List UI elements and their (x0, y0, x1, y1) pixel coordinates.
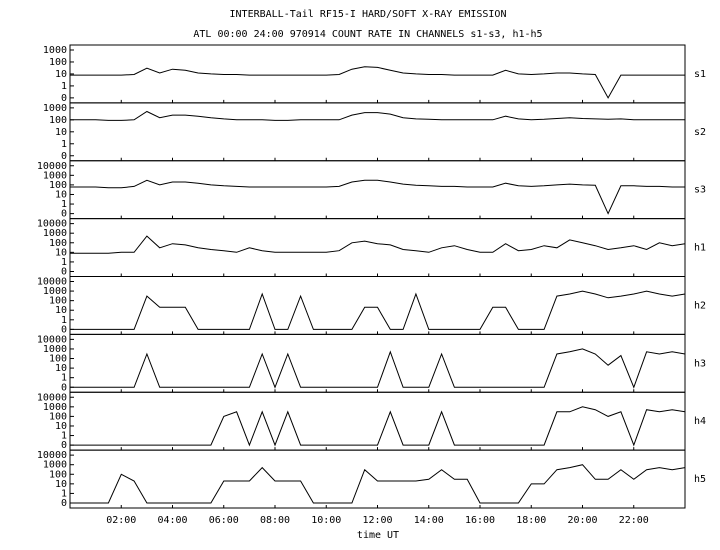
y-tick-label: 1000 (43, 45, 67, 56)
y-tick-label: 0 (61, 498, 67, 509)
x-tick-label: 16:00 (465, 515, 495, 526)
series-line (70, 179, 685, 215)
y-tick-label: 0 (61, 382, 67, 393)
y-tick-label: 10 (55, 363, 67, 374)
series-line (70, 235, 686, 254)
y-tick-label: 10000 (37, 277, 67, 288)
y-tick-label: 1 (61, 373, 67, 384)
y-tick-label: 10 (55, 421, 67, 432)
x-tick-label: 08:00 (260, 515, 290, 526)
y-tick-label: 1000 (43, 460, 67, 471)
y-tick-label: 10000 (37, 161, 67, 172)
y-tick-label: 100 (49, 296, 67, 307)
y-tick-label: 1000 (43, 402, 67, 413)
series-name: h1 (694, 243, 706, 254)
y-tick-label: 0 (61, 440, 67, 451)
series-line (70, 110, 685, 121)
chart-title: INTERBALL-Tail RF15-I HARD/SOFT X-RAY EM… (230, 9, 507, 20)
y-tick-label: 1000 (43, 286, 67, 297)
series-name: s1 (694, 69, 706, 80)
y-tick-label: 1 (61, 431, 67, 442)
y-tick-label: 10000 (37, 219, 67, 230)
y-tick-label: 1 (61, 199, 67, 210)
x-tick-label: 12:00 (362, 515, 392, 526)
chart-subtitle: ATL 00:00 24:00 970914 COUNT RATE IN CHA… (193, 29, 542, 40)
series-name: h5 (694, 474, 706, 485)
y-tick-label: 100 (49, 469, 67, 480)
series-name: h2 (694, 300, 706, 311)
x-axis-label: time UT (357, 530, 399, 541)
x-tick-label: 02:00 (106, 515, 136, 526)
y-tick-label: 10000 (37, 450, 67, 461)
y-tick-label: 100 (49, 411, 67, 422)
y-tick-label: 1 (61, 315, 67, 326)
y-tick-label: 1000 (43, 228, 67, 239)
y-tick-label: 1 (61, 257, 67, 268)
y-tick-label: 1 (61, 139, 67, 150)
y-tick-label: 10000 (37, 334, 67, 345)
y-tick-label: 100 (49, 115, 67, 126)
series-line (70, 348, 686, 389)
y-tick-label: 0 (61, 209, 67, 220)
x-tick-label: 14:00 (414, 515, 444, 526)
y-tick-label: 1 (61, 81, 67, 92)
y-tick-label: 0 (61, 267, 67, 278)
y-tick-label: 1000 (43, 344, 67, 355)
y-tick-label: 1000 (43, 103, 67, 114)
series-name: h3 (694, 358, 706, 369)
y-tick-label: 10000 (37, 392, 67, 403)
y-tick-label: 100 (49, 354, 67, 365)
series-name: s2 (694, 127, 706, 138)
series-line (70, 290, 686, 330)
y-tick-label: 0 (61, 151, 67, 162)
x-tick-label: 10:00 (311, 515, 341, 526)
x-tick-label: 04:00 (157, 515, 187, 526)
y-tick-label: 10 (55, 127, 67, 138)
y-tick-label: 1000 (43, 170, 67, 181)
y-tick-label: 10 (55, 189, 67, 200)
series-name: s3 (694, 185, 706, 196)
y-tick-label: 10 (55, 247, 67, 258)
y-tick-label: 100 (49, 238, 67, 249)
y-tick-label: 10 (55, 479, 67, 490)
y-tick-label: 10 (55, 69, 67, 80)
y-tick-label: 0 (61, 93, 67, 104)
series-line (70, 66, 685, 99)
x-tick-label: 22:00 (619, 515, 649, 526)
y-tick-label: 0 (61, 324, 67, 335)
series-name: h4 (694, 416, 706, 427)
y-tick-label: 1 (61, 488, 67, 499)
x-tick-label: 18:00 (516, 515, 546, 526)
series-line (70, 406, 686, 447)
x-tick-label: 20:00 (567, 515, 597, 526)
y-tick-label: 100 (49, 57, 67, 68)
series-line (70, 464, 686, 504)
x-tick-label: 06:00 (209, 515, 239, 526)
y-tick-label: 10 (55, 305, 67, 316)
y-tick-label: 100 (49, 180, 67, 191)
